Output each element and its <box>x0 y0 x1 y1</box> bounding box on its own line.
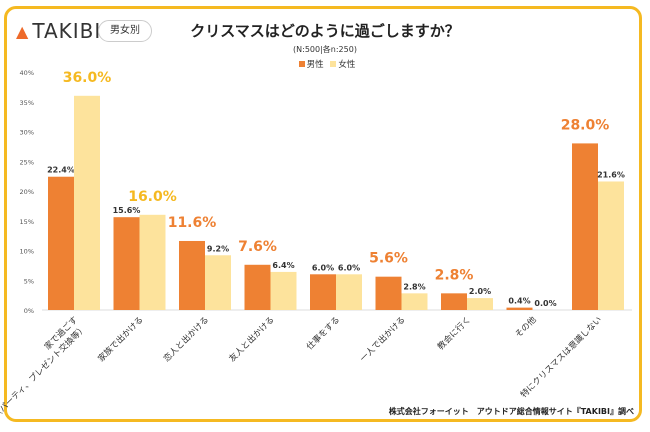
data-label: 28.0% <box>561 117 610 133</box>
source-credit: 株式会社フォーイット アウトドア総合情報サイト『TAKIBI』調べ <box>388 407 634 416</box>
category-label: 友人と出かける <box>227 314 277 364</box>
data-label: 36.0% <box>63 70 112 86</box>
category-label: 教会に行く <box>435 314 473 352</box>
data-label: 6.0% <box>312 263 334 272</box>
data-label: 7.6% <box>238 239 277 255</box>
data-label: 15.6% <box>113 206 141 215</box>
legend-female: 女性 <box>338 60 356 70</box>
data-label: 11.6% <box>168 215 217 231</box>
bar-male <box>506 307 533 310</box>
y-tick-label: 25% <box>20 158 34 166</box>
bar-male <box>113 217 140 310</box>
bar-male <box>48 176 74 310</box>
bar-male <box>375 276 402 310</box>
chart-title: クリスマスはどのように過ごしますか？ <box>190 22 460 40</box>
y-tick-label: 30% <box>20 129 34 137</box>
brand-logo: ▲ TAKIBI <box>16 19 102 43</box>
data-label: 0.0% <box>534 299 556 308</box>
bar-female <box>205 255 231 310</box>
legend: 男性 女性 <box>0 58 650 70</box>
y-tick-label: 20% <box>20 188 34 196</box>
bar-male <box>441 293 467 310</box>
bar-female <box>598 181 624 310</box>
bar-female <box>270 271 297 310</box>
segment-badge: 男女別 <box>98 20 152 42</box>
bar-female <box>336 274 362 310</box>
data-label: 9.2% <box>207 244 229 253</box>
y-tick-label: 10% <box>20 248 34 256</box>
data-label: 2.0% <box>469 287 491 296</box>
y-tick-label: 15% <box>20 218 34 226</box>
category-label: その他 <box>513 314 539 340</box>
data-label: 6.4% <box>272 261 294 270</box>
y-tick-label: 40% <box>20 69 34 77</box>
data-label: 16.0% <box>128 189 177 205</box>
data-label: 5.6% <box>369 251 408 267</box>
category-label: 一人で出かける <box>358 314 408 364</box>
legend-swatch-female <box>330 61 337 67</box>
card-frame <box>4 6 642 422</box>
y-tick-label: 35% <box>20 99 34 107</box>
category-label: 家族で出かける <box>96 314 146 364</box>
bar-female <box>467 298 493 310</box>
bar-male <box>244 264 271 310</box>
bar-male <box>310 274 336 310</box>
bar-female <box>74 95 100 310</box>
y-tick-label: 0% <box>24 307 34 315</box>
category-label: 恋人と出かける <box>161 314 211 364</box>
campfire-icon: ▲ <box>16 21 30 41</box>
category-label: 家で過ごす（パーティ、プレゼント交換等） <box>0 314 89 420</box>
bar-male <box>572 143 598 310</box>
chart-subtitle: (N:500|各n:250) <box>293 45 357 54</box>
bar-male <box>179 240 205 310</box>
y-tick-label: 5% <box>24 277 34 285</box>
legend-swatch-male <box>298 61 305 67</box>
data-label: 2.8% <box>435 267 474 283</box>
data-label: 22.4% <box>47 166 75 175</box>
bar-female <box>139 214 166 310</box>
legend-male: 男性 <box>306 60 324 70</box>
data-label: 2.8% <box>403 282 425 291</box>
data-label: 0.4% <box>508 297 530 306</box>
bar-female <box>401 293 428 310</box>
data-label: 6.0% <box>338 263 360 272</box>
data-label: 21.6% <box>597 170 625 179</box>
category-label: 仕事をする <box>304 314 342 352</box>
